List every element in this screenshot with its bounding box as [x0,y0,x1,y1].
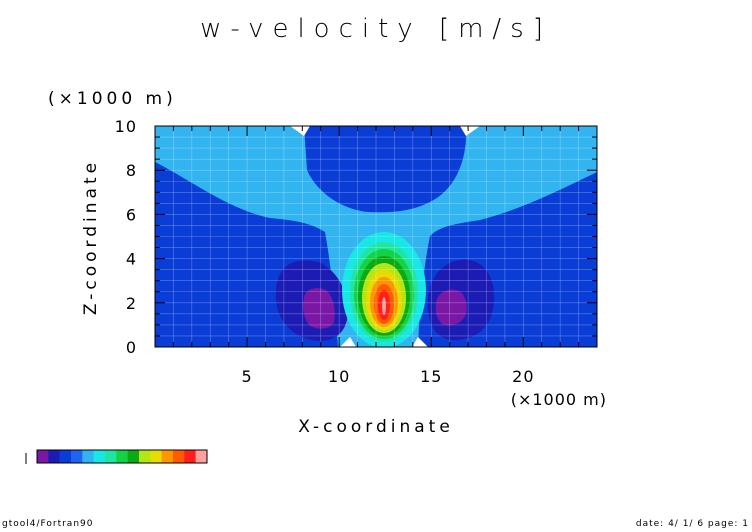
missing-value-bottom-right [412,337,428,347]
colorbar-swatch [127,450,140,463]
colorbar-swatch [161,450,174,463]
contour-fill-right-inner [435,289,467,326]
y-tick-label: 8 [126,161,137,180]
axes: 5 10 15 20 0 2 4 6 8 10 [115,117,597,386]
grid-lines [155,126,597,347]
colorbar [25,449,208,464]
colorbar-swatch [37,450,49,463]
x-axis-unit: (×1000 m) [511,390,607,409]
footer-right: date: 4/ 1/ 6 page: 1 [636,519,749,529]
x-tick-label: 20 [512,367,534,386]
y-tick-label: 10 [115,117,137,136]
y-tick-label: 4 [126,250,137,269]
colorbar-swatch [139,450,151,463]
x-tick-label: 15 [420,367,442,386]
x-axis-label: X-coordinate [298,417,454,437]
x-tick-label: 10 [328,367,350,386]
plot-area: 5 10 15 20 0 2 4 6 8 10 [115,117,598,386]
y-tick-label: 2 [126,294,137,313]
colorbar-swatch [82,450,94,463]
footer-left: gtool4/Fortran90 [2,519,93,529]
y-tick-label: 6 [126,205,137,224]
colorbar-swatch [59,450,72,463]
missing-value-top-right [460,126,480,136]
colorbar-swatch [195,450,208,463]
contour-fill-upper-lobe [304,126,467,213]
y-axis-label: Z-coordinate [81,159,101,315]
colorbar-swatch [150,450,162,463]
colorbar-swatch [48,450,60,463]
chart-title: w-velocity [m/s] [200,14,552,44]
colorbar-swatch [184,450,196,463]
colorbar-swatch [71,450,83,463]
missing-value-top-left [290,126,310,136]
contour-fill-left-inner [303,288,335,329]
x-tick-label: 5 [241,367,252,386]
y-tick-label: 0 [126,338,137,357]
colorbar-swatch [173,450,185,463]
colorbar-swatch [116,450,128,463]
y-axis-unit: (×1000 m) [48,89,177,109]
missing-value-bottom-left [340,337,356,347]
colorbar-frame [36,449,208,464]
colorbar-swatch [105,450,117,463]
colorbar-swatch [93,450,106,463]
contour-fill-core-10 [382,297,386,315]
